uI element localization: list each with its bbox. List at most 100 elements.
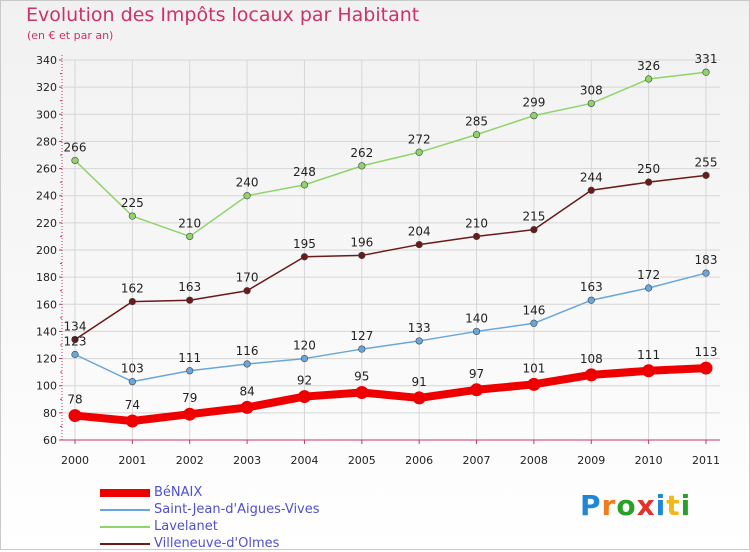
data-point xyxy=(358,251,366,260)
legend-item: Villeneuve-d'Olmes xyxy=(100,535,320,552)
data-point xyxy=(472,327,481,336)
data-label: 111 xyxy=(637,348,660,362)
data-point xyxy=(358,162,366,170)
data-label: 140 xyxy=(465,311,488,325)
y-tick-label: 320 xyxy=(36,81,57,94)
data-point xyxy=(642,364,656,378)
chart-legend: BéNAIX Saint-Jean-d'Aigues-Vives Lavelanet… xyxy=(100,484,320,552)
data-label: 101 xyxy=(522,361,545,375)
data-label: 183 xyxy=(695,253,718,267)
data-label: 116 xyxy=(236,344,259,358)
x-tick-label: 2001 xyxy=(118,454,146,467)
logo-letter: r xyxy=(601,489,617,522)
logo-letter: P xyxy=(580,489,602,522)
y-tick-label: 60 xyxy=(43,434,57,447)
data-point xyxy=(645,178,653,186)
data-point xyxy=(297,390,311,404)
data-point xyxy=(472,232,481,241)
x-tick-label: 2005 xyxy=(348,454,376,467)
data-point xyxy=(300,181,309,189)
data-label: 266 xyxy=(64,140,87,154)
y-tick-label: 160 xyxy=(36,298,57,311)
data-label: 79 xyxy=(182,391,197,405)
data-label: 108 xyxy=(580,352,603,366)
data-point xyxy=(300,253,309,261)
data-point xyxy=(415,148,423,156)
data-label: 134 xyxy=(64,320,87,334)
data-point xyxy=(415,337,423,345)
x-tick-label: 2006 xyxy=(405,454,433,467)
data-point xyxy=(243,192,251,200)
data-point xyxy=(584,368,598,382)
data-label: 123 xyxy=(64,335,87,349)
data-point xyxy=(125,414,139,428)
data-point xyxy=(530,226,538,234)
data-label: 74 xyxy=(125,398,140,412)
legend-label: Saint-Jean-d'Aigues-Vives xyxy=(154,502,320,517)
data-point xyxy=(186,296,194,304)
data-label: 248 xyxy=(293,165,316,179)
data-point xyxy=(186,232,194,241)
data-label: 255 xyxy=(695,155,718,169)
data-point xyxy=(300,354,309,363)
data-label: 163 xyxy=(178,280,201,294)
data-label: 250 xyxy=(637,162,660,176)
data-label: 95 xyxy=(354,370,369,384)
logo-letter: i xyxy=(655,489,667,522)
data-label: 195 xyxy=(293,237,316,251)
x-tick-label: 2000 xyxy=(61,454,89,467)
data-point xyxy=(68,409,82,423)
data-label: 92 xyxy=(297,374,312,388)
data-label: 78 xyxy=(67,393,82,407)
logo-letter: i xyxy=(680,489,692,522)
data-point xyxy=(71,335,79,344)
data-label: 163 xyxy=(580,280,603,294)
data-point xyxy=(702,269,710,277)
data-point xyxy=(71,156,79,165)
data-label: 331 xyxy=(695,52,718,66)
data-label: 210 xyxy=(465,216,488,230)
y-tick-label: 200 xyxy=(36,244,57,257)
data-label: 240 xyxy=(236,176,259,190)
data-point xyxy=(128,212,136,220)
data-point xyxy=(645,75,653,83)
x-tick-label: 2007 xyxy=(463,454,491,467)
data-point xyxy=(71,350,79,359)
x-tick-label: 2010 xyxy=(635,454,663,467)
data-label: 225 xyxy=(121,196,144,210)
y-tick-label: 240 xyxy=(36,190,57,203)
legend-swatch xyxy=(100,488,150,497)
legend-item: Saint-Jean-d'Aigues-Vives xyxy=(100,501,320,518)
y-tick-label: 140 xyxy=(36,325,57,338)
data-label: 120 xyxy=(293,339,316,353)
data-label: 285 xyxy=(465,115,488,129)
data-point xyxy=(702,68,710,76)
data-label: 215 xyxy=(522,210,545,224)
data-label: 204 xyxy=(408,225,431,239)
legend-label: Villeneuve-d'Olmes xyxy=(154,536,280,551)
data-label: 113 xyxy=(695,345,718,359)
legend-swatch xyxy=(100,508,150,511)
y-tick-label: 260 xyxy=(36,163,57,176)
chart-subtitle: (en € et par an) xyxy=(27,29,114,42)
legend-item: BéNAIX xyxy=(100,484,320,501)
y-tick-label: 300 xyxy=(36,108,57,121)
logo-letter: t xyxy=(666,489,681,522)
data-label: 308 xyxy=(580,83,603,97)
y-tick-label: 220 xyxy=(36,217,57,230)
series-line xyxy=(74,174,707,341)
data-point xyxy=(240,400,254,414)
data-label: 272 xyxy=(408,132,431,146)
data-point xyxy=(412,391,426,405)
data-point xyxy=(587,186,595,194)
data-point xyxy=(243,287,251,295)
chart-title: Evolution des Impôts locaux par Habitant xyxy=(26,4,420,26)
data-point xyxy=(470,383,484,397)
data-label: 172 xyxy=(637,268,660,282)
x-tick-label: 2009 xyxy=(577,454,605,467)
y-tick-label: 280 xyxy=(36,135,57,148)
data-label: 196 xyxy=(350,235,373,249)
data-point xyxy=(645,284,653,292)
data-point xyxy=(530,319,538,327)
